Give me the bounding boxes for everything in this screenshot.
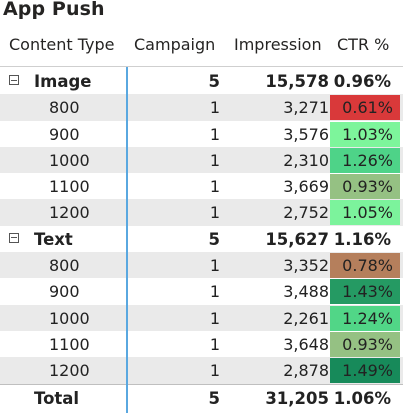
ctr-cell: 1.03% bbox=[330, 121, 400, 147]
header-content-type[interactable]: Content Type bbox=[9, 35, 115, 54]
ctr-cell: 1.43% bbox=[330, 279, 400, 305]
group-impression: 15,578 bbox=[265, 72, 329, 91]
row-campaign: 1 bbox=[209, 177, 220, 197]
row-ctr: 1.49% bbox=[342, 361, 393, 381]
total-ctr-cell: 1.06% bbox=[330, 386, 400, 411]
row-impression: 2,310 bbox=[283, 150, 329, 170]
row-ctr: 1.03% bbox=[342, 124, 393, 144]
ctr-cell: 1.26% bbox=[330, 147, 400, 173]
row-label: 1200 bbox=[49, 203, 90, 223]
group-label: Text bbox=[34, 229, 73, 249]
row-campaign: 1 bbox=[209, 124, 220, 144]
matrix-body: Image 5 15,578 0.96% 800 1 3,271 0.61% 9… bbox=[0, 68, 403, 411]
column-header-row: Content Type Campaign Impression CTR % bbox=[0, 30, 403, 60]
column-divider bbox=[126, 67, 128, 413]
header-ctr[interactable]: CTR % bbox=[337, 35, 390, 54]
row-label: 800 bbox=[49, 98, 80, 118]
row-ctr: 0.93% bbox=[342, 334, 393, 354]
row-impression: 3,352 bbox=[283, 256, 329, 276]
ctr-cell: 0.93% bbox=[330, 174, 400, 200]
collapse-icon[interactable] bbox=[9, 232, 19, 243]
group-row-text: Text 5 15,627 1.16% bbox=[0, 226, 403, 252]
ctr-cell: 0.61% bbox=[330, 95, 400, 121]
row-ctr: 1.43% bbox=[342, 282, 393, 302]
row-label: 1000 bbox=[49, 308, 90, 328]
table-row: 1200 1 2,752 1.05% bbox=[0, 199, 403, 226]
row-ctr: 0.61% bbox=[342, 98, 393, 118]
table-row: 800 1 3,352 0.78% bbox=[0, 252, 403, 279]
row-label: 1100 bbox=[49, 334, 90, 354]
group-ctr-cell: 1.16% bbox=[330, 227, 400, 252]
row-ctr: 1.05% bbox=[342, 203, 393, 223]
row-ctr: 0.93% bbox=[342, 177, 393, 197]
row-label: 1100 bbox=[49, 177, 90, 197]
table-row: 800 1 3,271 0.61% bbox=[0, 94, 403, 121]
table-row: 900 1 3,576 1.03% bbox=[0, 120, 403, 147]
group-impression: 15,627 bbox=[265, 229, 329, 249]
row-campaign: 1 bbox=[209, 256, 220, 276]
row-ctr: 1.26% bbox=[342, 150, 393, 170]
row-label: 1000 bbox=[49, 150, 90, 170]
total-impression: 31,205 bbox=[265, 388, 329, 408]
header-campaign[interactable]: Campaign bbox=[134, 35, 216, 54]
row-campaign: 1 bbox=[209, 150, 220, 170]
group-ctr: 1.16% bbox=[333, 229, 391, 249]
row-impression: 2,752 bbox=[283, 203, 329, 223]
ctr-cell: 1.05% bbox=[330, 200, 400, 226]
row-impression: 3,576 bbox=[283, 124, 329, 144]
row-label: 800 bbox=[49, 256, 80, 276]
total-label: Total bbox=[34, 388, 80, 408]
row-impression: 3,271 bbox=[283, 98, 329, 118]
row-ctr: 1.24% bbox=[342, 308, 393, 328]
collapse-icon[interactable] bbox=[9, 75, 19, 85]
row-label: 900 bbox=[49, 282, 80, 302]
ctr-cell: 0.93% bbox=[330, 331, 400, 357]
visual-title: App Push bbox=[3, 0, 105, 20]
header-divider bbox=[0, 66, 403, 67]
group-campaign: 5 bbox=[208, 72, 220, 91]
row-campaign: 1 bbox=[209, 98, 220, 118]
row-label: 900 bbox=[49, 124, 80, 144]
row-campaign: 1 bbox=[209, 361, 220, 381]
header-impression[interactable]: Impression bbox=[234, 35, 322, 54]
row-campaign: 1 bbox=[209, 282, 220, 302]
row-campaign: 1 bbox=[209, 308, 220, 328]
table-row: 1000 1 2,261 1.24% bbox=[0, 304, 403, 331]
row-impression: 3,648 bbox=[283, 334, 329, 354]
group-campaign: 5 bbox=[208, 229, 220, 249]
row-impression: 3,488 bbox=[283, 282, 329, 302]
total-ctr: 1.06% bbox=[333, 388, 391, 408]
table-row: 1100 1 3,648 0.93% bbox=[0, 330, 403, 358]
row-impression: 3,669 bbox=[283, 177, 329, 197]
group-ctr: 0.96% bbox=[333, 72, 391, 91]
row-ctr: 0.78% bbox=[342, 256, 393, 276]
row-campaign: 1 bbox=[209, 203, 220, 223]
total-row: Total 5 31,205 1.06% bbox=[0, 383, 403, 411]
row-impression: 2,878 bbox=[283, 361, 329, 381]
group-row-image: Image 5 15,578 0.96% bbox=[0, 68, 403, 94]
row-impression: 2,261 bbox=[283, 308, 329, 328]
table-row: 1100 1 3,669 0.93% bbox=[0, 173, 403, 200]
table-row: 1200 1 2,878 1.49% bbox=[0, 357, 403, 384]
row-label: 1200 bbox=[49, 361, 90, 381]
total-campaign: 5 bbox=[208, 388, 220, 408]
ctr-cell: 1.24% bbox=[330, 305, 400, 331]
ctr-cell: 1.49% bbox=[330, 358, 400, 384]
table-row: 900 1 3,488 1.43% bbox=[0, 278, 403, 305]
table-row: 1000 1 2,310 1.26% bbox=[0, 146, 403, 174]
ctr-cell: 0.78% bbox=[330, 253, 400, 279]
group-ctr-cell: 0.96% bbox=[330, 69, 400, 94]
group-label: Image bbox=[34, 72, 92, 91]
row-campaign: 1 bbox=[209, 334, 220, 354]
